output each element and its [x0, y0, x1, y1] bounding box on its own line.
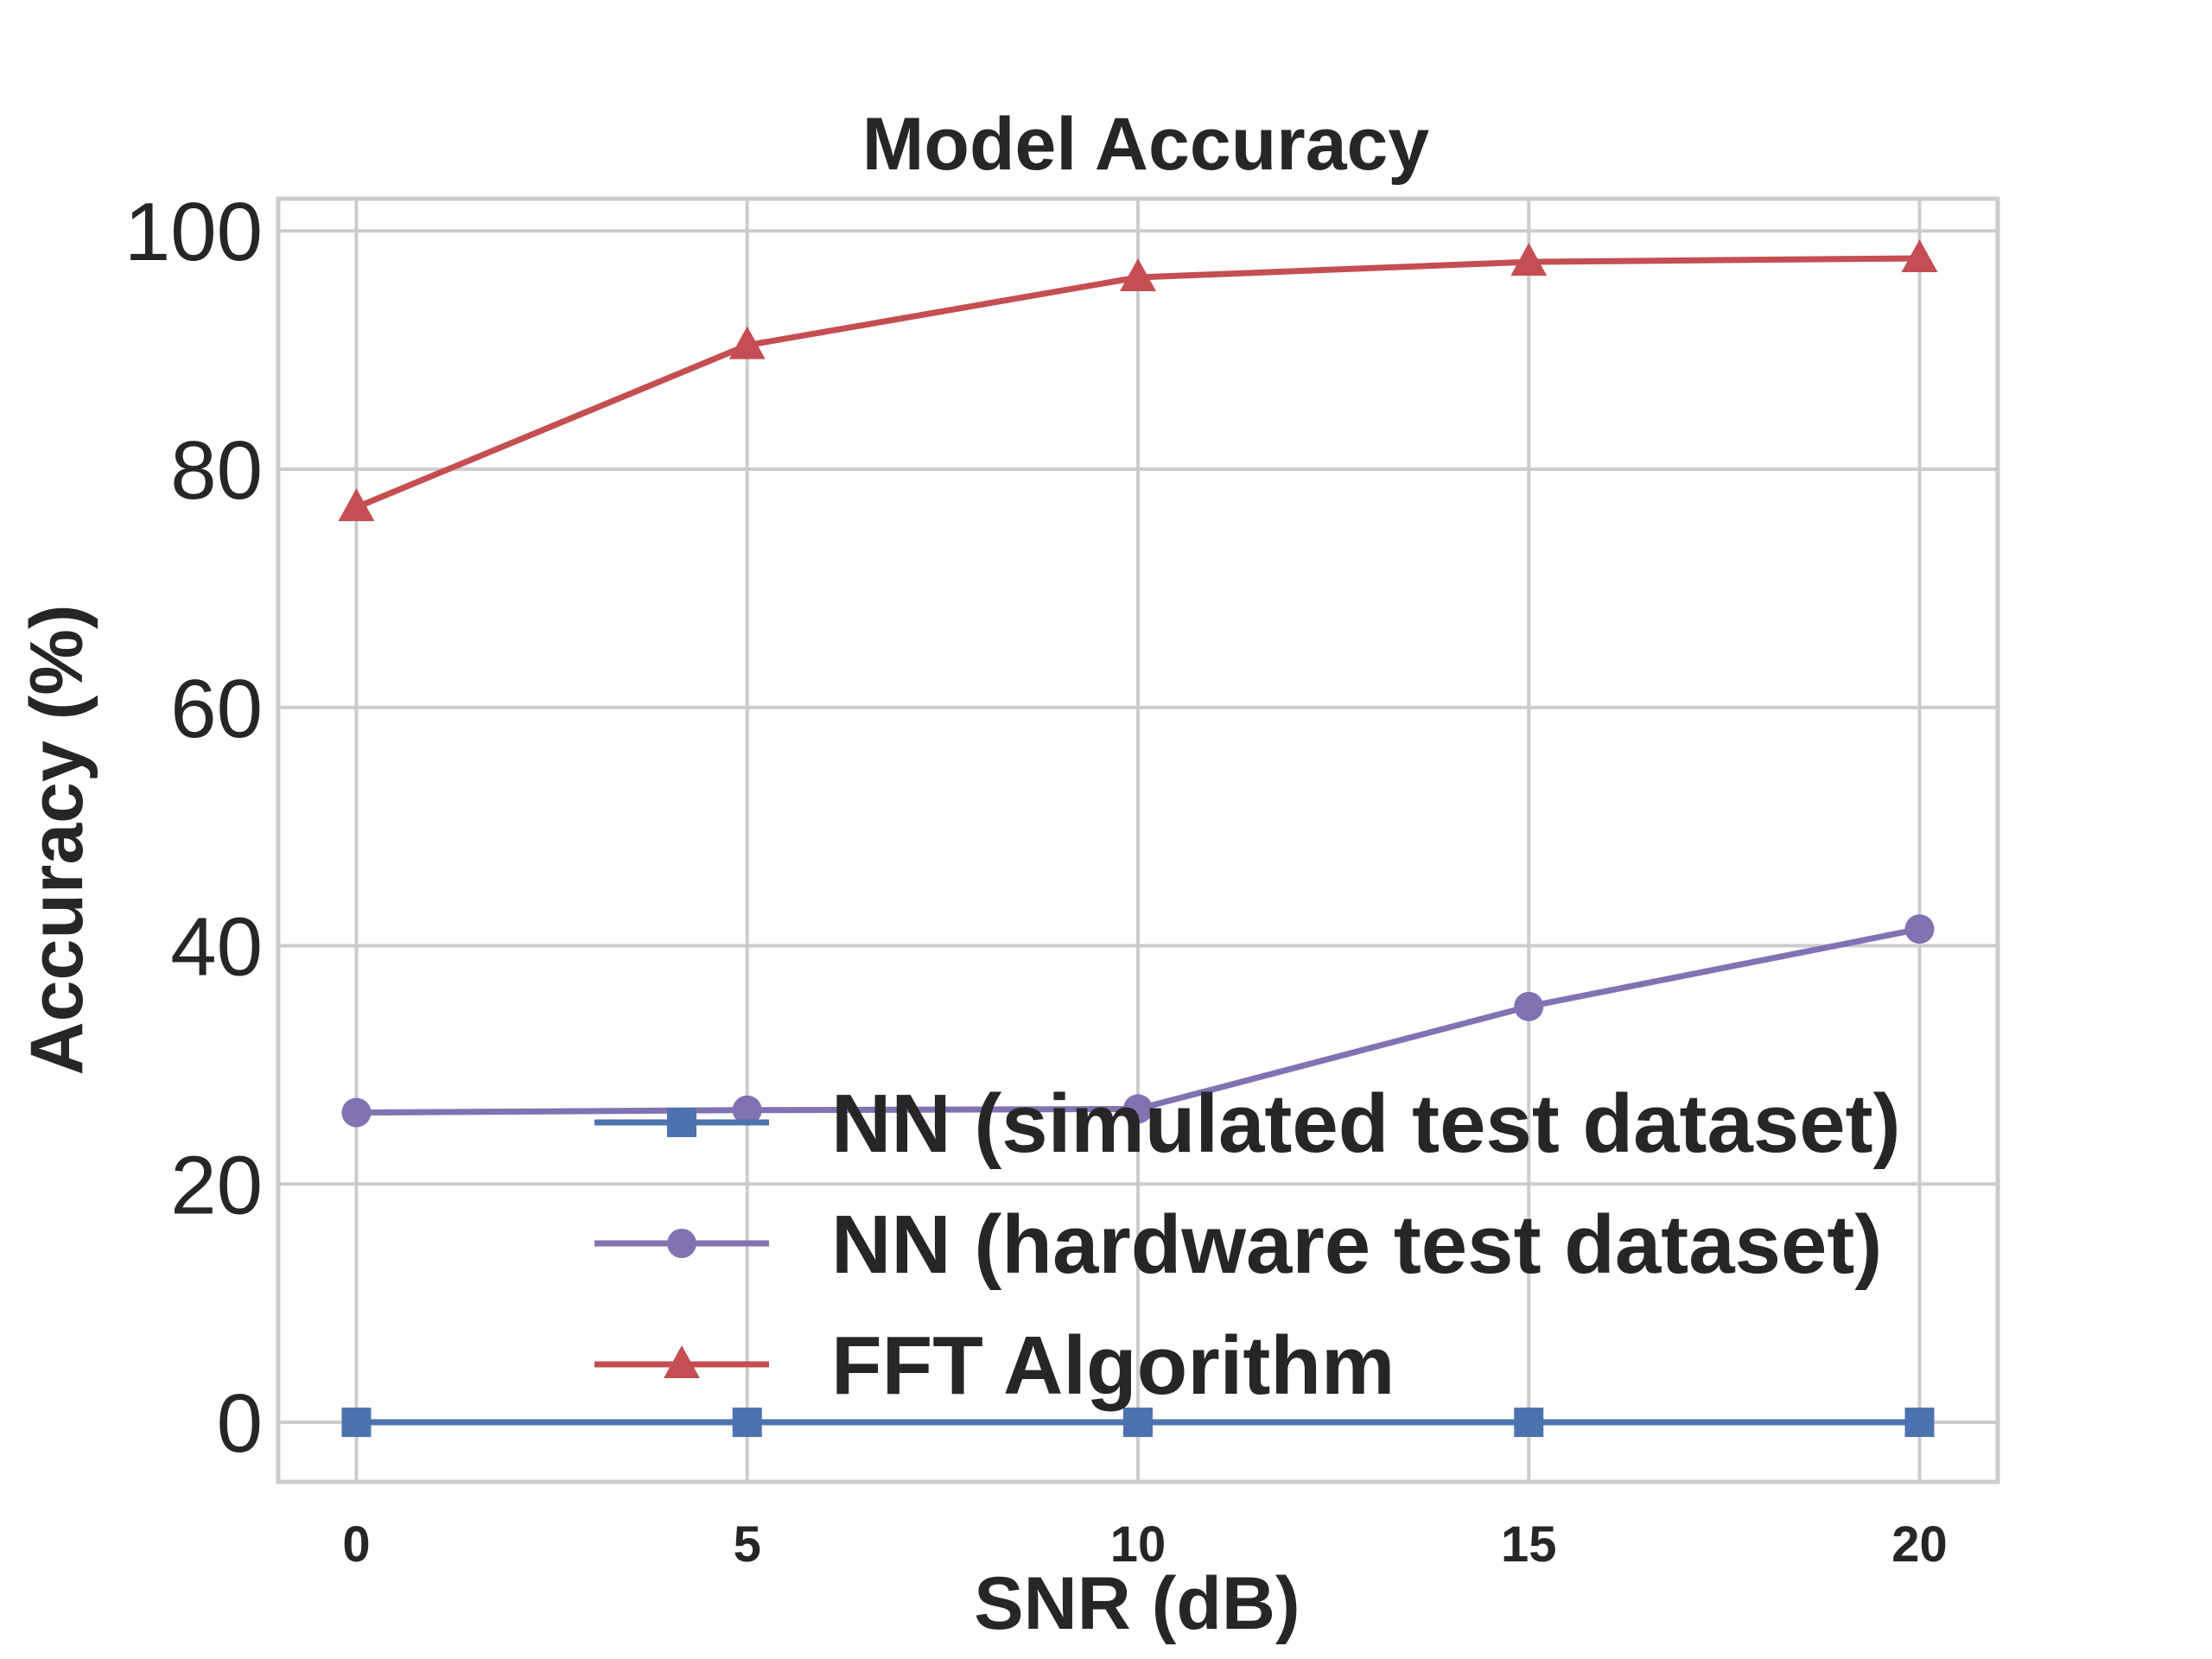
y-tick-label: 20 [170, 1139, 263, 1231]
data-point [1123, 1408, 1153, 1438]
data-point [1510, 243, 1548, 276]
data-point [732, 1095, 762, 1125]
legend-entry: NN (hardware test dataset) [594, 1198, 1882, 1291]
data-point [1514, 991, 1544, 1021]
grid-layer [278, 199, 1998, 1482]
y-tick-labels: 0 20 40 60 80 100 [124, 186, 263, 1470]
x-tick-label: 10 [1110, 1516, 1166, 1573]
y-tick-label: 0 [217, 1377, 263, 1470]
legend: NN (simulated test dataset) NN (hardware … [594, 1077, 1901, 1412]
legend-label: NN (simulated test dataset) [831, 1077, 1901, 1170]
data-point [732, 1408, 762, 1438]
legend-label: FFT Algorithm [831, 1319, 1395, 1412]
y-tick-label: 100 [124, 186, 263, 278]
legend-entry: FFT Algorithm [594, 1319, 1395, 1412]
legend-entry: NN (simulated test dataset) [594, 1077, 1901, 1170]
x-tick-label: 0 [342, 1516, 370, 1573]
y-tick-label: 60 [170, 663, 263, 755]
x-tick-label: 20 [1891, 1516, 1948, 1573]
series-2 [341, 914, 1935, 1128]
legend-marker [667, 1108, 696, 1137]
data-point [1123, 1094, 1153, 1124]
data-point [728, 326, 766, 359]
y-tick-label: 80 [170, 424, 263, 517]
data-point [338, 488, 375, 522]
chart-title: Model Accuracy [862, 103, 1430, 186]
data-point [341, 1097, 372, 1128]
series-3 [338, 238, 1938, 522]
data-point [1904, 914, 1935, 944]
data-point [1901, 238, 1938, 272]
data-point [341, 1408, 372, 1438]
y-tick-label: 40 [170, 901, 263, 994]
x-tick-labels: 0 5 10 15 20 [342, 1516, 1947, 1573]
series-1 [341, 1408, 1935, 1438]
data-point [1904, 1408, 1935, 1438]
x-tick-label: 5 [734, 1516, 761, 1573]
x-tick-label: 15 [1501, 1516, 1557, 1573]
y-axis-label: Accuracy (%) [16, 605, 99, 1076]
series-layer [338, 238, 1938, 1438]
plot-frame [276, 196, 2000, 1484]
legend-marker [667, 1229, 696, 1258]
x-axis-label: SNR (dB) [974, 1562, 1300, 1645]
data-point [1120, 258, 1156, 292]
legend-label: NN (hardware test dataset) [831, 1198, 1882, 1291]
legend-marker [664, 1345, 700, 1378]
data-point [1514, 1408, 1544, 1438]
